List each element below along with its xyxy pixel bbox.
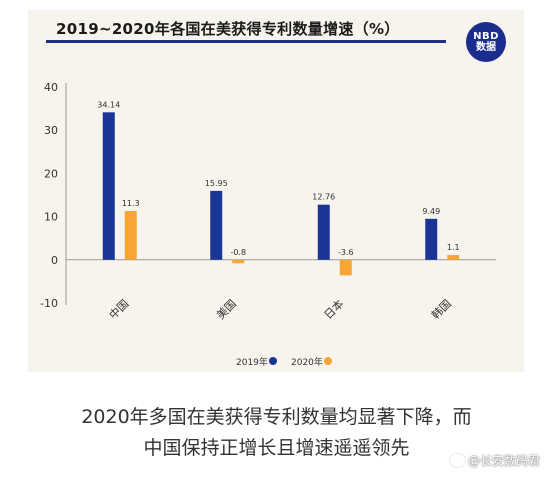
legend-label: 2020年 — [291, 356, 323, 368]
weibo-handle: @长安数码君 — [468, 454, 541, 468]
chart-legend: 2019年 2020年 — [236, 356, 332, 368]
data-label: 34.14 — [97, 100, 120, 109]
x-tick-label: 韩国 — [428, 296, 453, 321]
y-tick-label: 10 — [44, 211, 58, 224]
legend-marker — [324, 357, 332, 365]
data-label: -0.8 — [230, 248, 246, 257]
legend-marker — [269, 357, 277, 365]
data-label: -3.6 — [338, 248, 354, 257]
data-label: 15.95 — [205, 179, 228, 188]
data-label: 11.3 — [122, 199, 140, 208]
y-tick-label: 0 — [51, 254, 58, 267]
chart-bars — [102, 112, 460, 276]
bar-2020 — [124, 210, 137, 260]
weibo-icon — [450, 454, 465, 467]
weibo-watermark: @长安数码君 — [450, 452, 540, 469]
legend-label: 2019年 — [236, 356, 268, 368]
bar-2019 — [425, 218, 438, 260]
bar-2019 — [210, 190, 223, 260]
y-tick-label: 40 — [44, 81, 58, 94]
bar-2019 — [317, 204, 330, 260]
bar-2020 — [232, 259, 245, 264]
nbd-logo: NBD 数据 — [466, 22, 506, 62]
data-label: 9.49 — [422, 207, 440, 216]
bar-2020 — [339, 259, 352, 276]
caption-line-1: 2020年多国在美获得专利数量均显著下降，而 — [81, 406, 472, 428]
bar-2019 — [102, 112, 115, 260]
x-tick-label: 中国 — [107, 297, 132, 322]
data-label: 12.76 — [312, 193, 335, 202]
bar-2020 — [447, 255, 460, 260]
logo-text-data: 数据 — [476, 41, 496, 53]
chart-title: 2019~2020年各国在美获得专利数量增速（%） — [56, 20, 400, 38]
y-tick-label: -10 — [40, 297, 58, 310]
caption-line-2: 中国保持正增长且增速遥遥领先 — [143, 437, 410, 459]
title-underline — [46, 40, 446, 43]
x-tick-label: 日本 — [321, 296, 346, 321]
chart-labels: 34.14 11.3 15.95 -0.8 12.76 -3.6 9.49 1.1 — [97, 100, 459, 256]
data-label: 1.1 — [447, 243, 460, 252]
y-tick-label: 20 — [44, 167, 58, 180]
logo-text-nbd: NBD — [473, 30, 499, 42]
x-tick-label: 美国 — [214, 297, 239, 322]
y-tick-label: 30 — [44, 124, 58, 137]
